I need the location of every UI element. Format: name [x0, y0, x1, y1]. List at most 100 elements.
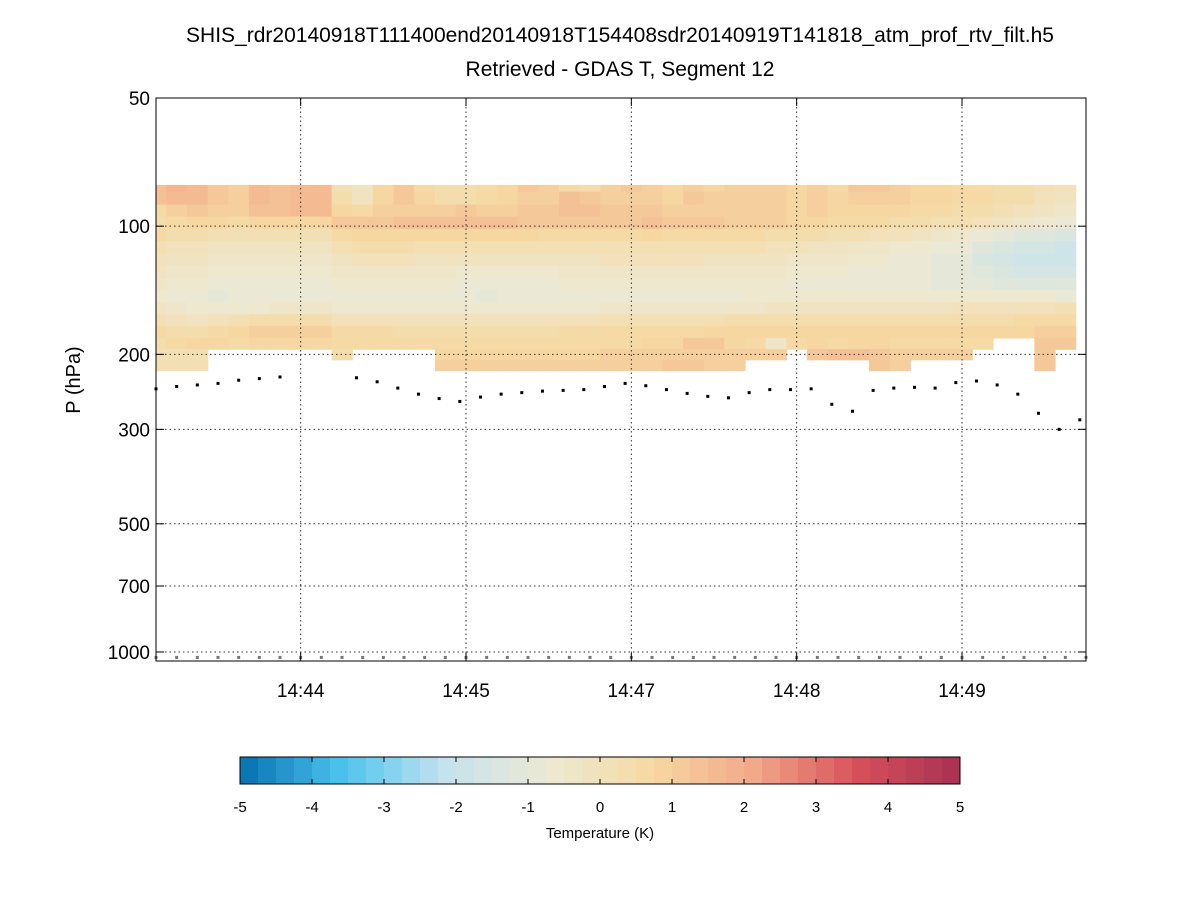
- heatmap-cell: [786, 314, 808, 327]
- profile-dot: [520, 391, 524, 395]
- heatmap-cell: [848, 191, 870, 206]
- colorbar-swatch: [636, 757, 655, 784]
- heatmap-cell: [641, 184, 663, 193]
- colorbar-swatch: [942, 757, 961, 784]
- heatmap-cell: [187, 204, 209, 218]
- heatmap-cell: [331, 278, 353, 291]
- heatmap-cell: [455, 337, 477, 350]
- heatmap-cell: [889, 337, 911, 350]
- heatmap-cell: [745, 337, 767, 350]
- heatmap-cell: [910, 228, 932, 242]
- colorbar-swatch: [600, 757, 619, 784]
- heatmap-cell: [166, 278, 188, 291]
- heatmap-cell: [455, 314, 477, 327]
- heatmap-cell: [435, 191, 457, 206]
- heatmap-cell: [476, 302, 498, 315]
- heatmap-cell: [290, 302, 312, 315]
- heatmap-cell: [889, 314, 911, 327]
- heatmap-cell: [331, 216, 353, 230]
- heatmap-cell: [476, 191, 498, 206]
- heatmap-cell: [207, 290, 229, 303]
- heatmap-cell: [228, 337, 250, 350]
- heatmap-cell: [414, 337, 436, 350]
- profile-dot: [582, 388, 586, 392]
- heatmap-cell: [414, 265, 436, 279]
- heatmap-cell: [951, 253, 973, 267]
- heatmap-cell: [228, 184, 250, 193]
- heatmap-cell: [662, 278, 684, 291]
- heatmap-cell: [1034, 290, 1056, 303]
- heatmap-cell: [662, 265, 684, 279]
- heatmap-cell: [745, 265, 767, 279]
- heatmap-cell: [931, 216, 953, 230]
- heatmap-cell: [745, 314, 767, 327]
- heatmap-cell: [1013, 302, 1035, 315]
- colorbar-swatch: [672, 757, 691, 784]
- heatmap-cell: [579, 184, 601, 193]
- heatmap-cell: [228, 325, 250, 339]
- heatmap-cell: [228, 216, 250, 230]
- colorbar-tick-label: -5: [233, 799, 246, 816]
- surface-dot: [526, 655, 530, 659]
- heatmap-cell: [993, 228, 1015, 242]
- heatmap-cell: [662, 359, 684, 372]
- heatmap-cell: [497, 204, 519, 218]
- heatmap-cell: [641, 325, 663, 339]
- heatmap-cell: [269, 278, 291, 291]
- heatmap-cell: [156, 265, 167, 279]
- heatmap-cell: [1055, 325, 1077, 339]
- heatmap-cell: [249, 302, 271, 315]
- heatmap-cell: [414, 191, 436, 206]
- heatmap-cell: [579, 302, 601, 315]
- profile-dot: [237, 378, 241, 382]
- colorbar-swatch: [870, 757, 889, 784]
- profile-dot: [416, 392, 420, 396]
- heatmap-cell: [1034, 253, 1056, 267]
- heatmap-cell: [724, 349, 746, 361]
- heatmap-cell: [559, 302, 581, 315]
- heatmap-cell: [228, 314, 250, 327]
- heatmap-cell: [269, 290, 291, 303]
- heatmap-cell: [373, 265, 395, 279]
- heatmap-cell: [166, 325, 188, 339]
- heatmap-cell: [724, 302, 746, 315]
- heatmap-cell: [600, 204, 622, 218]
- heatmap-cell: [559, 314, 581, 327]
- heatmap-cell: [517, 191, 539, 206]
- heatmap-cell: [187, 191, 209, 206]
- y-axis-ticks: 50 100 200 300 500 700 1000: [108, 89, 1086, 664]
- heatmap-cell: [993, 191, 1015, 206]
- heatmap-cell: [517, 359, 539, 372]
- heatmap-cell: [765, 204, 787, 218]
- heatmap-cell: [703, 325, 725, 339]
- heatmap-cell: [786, 278, 808, 291]
- heatmap-cell: [827, 325, 849, 339]
- heatmap-cell: [724, 204, 746, 218]
- heatmap-cell: [807, 241, 829, 255]
- heatmap-cell: [311, 265, 333, 279]
- surface-dot: [815, 655, 819, 659]
- heatmap-cell: [373, 302, 395, 315]
- surface-dot: [939, 655, 943, 659]
- heatmap-cell: [156, 278, 167, 291]
- heatmap-cell: [517, 290, 539, 303]
- profile-dot: [768, 388, 772, 392]
- heatmap-cell: [579, 337, 601, 350]
- heatmap-cell: [156, 359, 167, 372]
- heatmap-cell: [538, 216, 560, 230]
- colorbar-swatch: [654, 757, 673, 784]
- heatmap-cell: [352, 216, 374, 230]
- heatmap-cell: [848, 302, 870, 315]
- heatmap-cell: [187, 337, 209, 350]
- heatmap-cell: [931, 191, 953, 206]
- heatmap-cell: [807, 228, 829, 242]
- heatmap-cell: [993, 204, 1015, 218]
- y-tick-label: 1000: [108, 643, 150, 664]
- heatmap-cell: [538, 337, 560, 350]
- profile-dot: [974, 379, 978, 383]
- heatmap-cell: [579, 314, 601, 327]
- heatmap-cell: [910, 337, 932, 350]
- heatmap-cell: [414, 216, 436, 230]
- heatmap-cell: [1034, 302, 1056, 315]
- heatmap-cell: [414, 204, 436, 218]
